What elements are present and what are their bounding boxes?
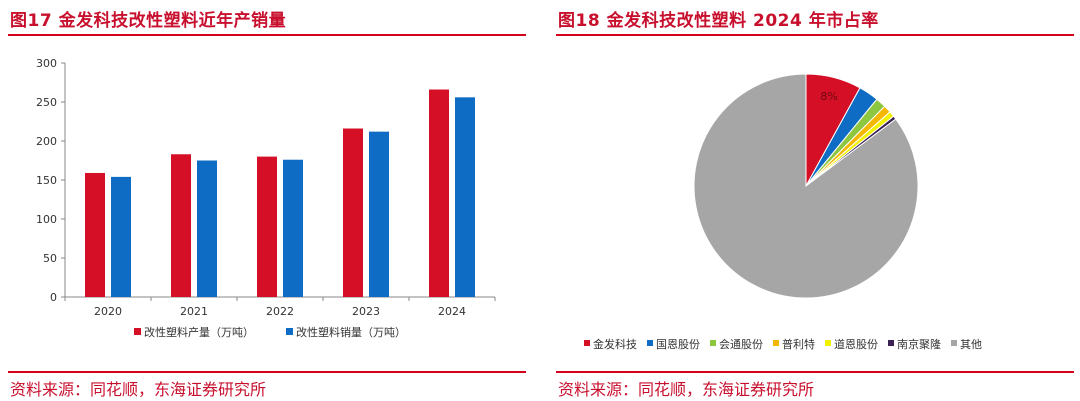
legend-label-0: 改性塑料产量（万吨） <box>144 325 254 339</box>
bar-production-2020 <box>85 172 105 297</box>
legend-label-5: 南京聚隆 <box>897 337 941 351</box>
legend-label-6: 其他 <box>960 338 982 351</box>
x-tick-label: 2022 <box>266 305 294 318</box>
bar-sales-2021 <box>197 160 217 297</box>
legend-label-2: 会通股份 <box>719 338 763 351</box>
pie-slice-6 <box>693 73 919 299</box>
legend-swatch-1 <box>647 340 653 346</box>
legend-swatch-1 <box>286 328 293 335</box>
pie-data-label: 8% <box>820 90 837 103</box>
y-tick-label: 0 <box>50 291 57 304</box>
bar-production-2022 <box>257 156 277 297</box>
legend-label-1: 改性塑料销量（万吨） <box>296 325 406 339</box>
figure-17-panel: 图17 金发科技改性塑料近年产销量 0 50 100 150 200 250 300 2020… <box>0 0 528 401</box>
figure-18-title: 图18 金发科技改性塑料 2024 年市占率 <box>558 11 879 31</box>
figure-18-source: 资料来源：同花顺，东海证券研究所 <box>558 380 815 399</box>
bar-sales-2020 <box>111 176 131 297</box>
y-tick-label: 150 <box>36 174 57 187</box>
legend-label-1: 国恩股份 <box>656 338 700 351</box>
title-divider <box>8 34 526 36</box>
bar-production-2024 <box>429 89 449 297</box>
legend-swatch-4 <box>825 340 831 346</box>
pie-chart: 8% 金发科技 国恩股份 会通股份 普利特 道恩股份 南京聚隆 其他 <box>584 73 982 351</box>
legend-label-3: 普利特 <box>782 337 815 351</box>
title-divider <box>556 34 1074 36</box>
bar-sales-2024 <box>455 97 475 297</box>
bar-production-2023 <box>343 128 363 297</box>
legend-swatch-2 <box>710 340 716 346</box>
figure-17-source: 资料来源：同花顺，东海证券研究所 <box>10 380 267 399</box>
x-tick-label: 2023 <box>352 305 380 318</box>
legend-label-4: 道恩股份 <box>834 337 878 351</box>
y-tick-label: 300 <box>36 57 57 70</box>
legend-swatch-0 <box>584 340 590 346</box>
bar-chart: 0 50 100 150 200 250 300 2020 2021 2022 2023 2024 改性… <box>36 57 496 339</box>
figure-18-panel: 图18 金发科技改性塑料 2024 年市占率 8% 金发科技 国恩股份 会通股份 普利特… <box>548 0 1080 401</box>
source-divider <box>8 371 526 373</box>
figure-17-title: 图17 金发科技改性塑料近年产销量 <box>10 11 287 31</box>
y-tick-label: 100 <box>36 213 57 226</box>
x-tick-label: 2020 <box>94 305 122 318</box>
legend-label-0: 金发科技 <box>593 337 637 351</box>
legend-swatch-6 <box>951 340 957 346</box>
legend-swatch-5 <box>888 340 894 346</box>
x-tick-label: 2024 <box>438 305 466 318</box>
bar-sales-2023 <box>369 131 389 297</box>
y-tick-label: 50 <box>43 252 57 265</box>
legend-swatch-3 <box>773 340 779 346</box>
legend-swatch-0 <box>134 328 141 335</box>
bar-sales-2022 <box>283 159 303 297</box>
x-tick-label: 2021 <box>180 305 208 318</box>
bar-production-2021 <box>171 154 191 297</box>
y-tick-label: 200 <box>36 135 57 148</box>
source-divider <box>556 371 1074 373</box>
y-tick-label: 250 <box>36 96 57 109</box>
